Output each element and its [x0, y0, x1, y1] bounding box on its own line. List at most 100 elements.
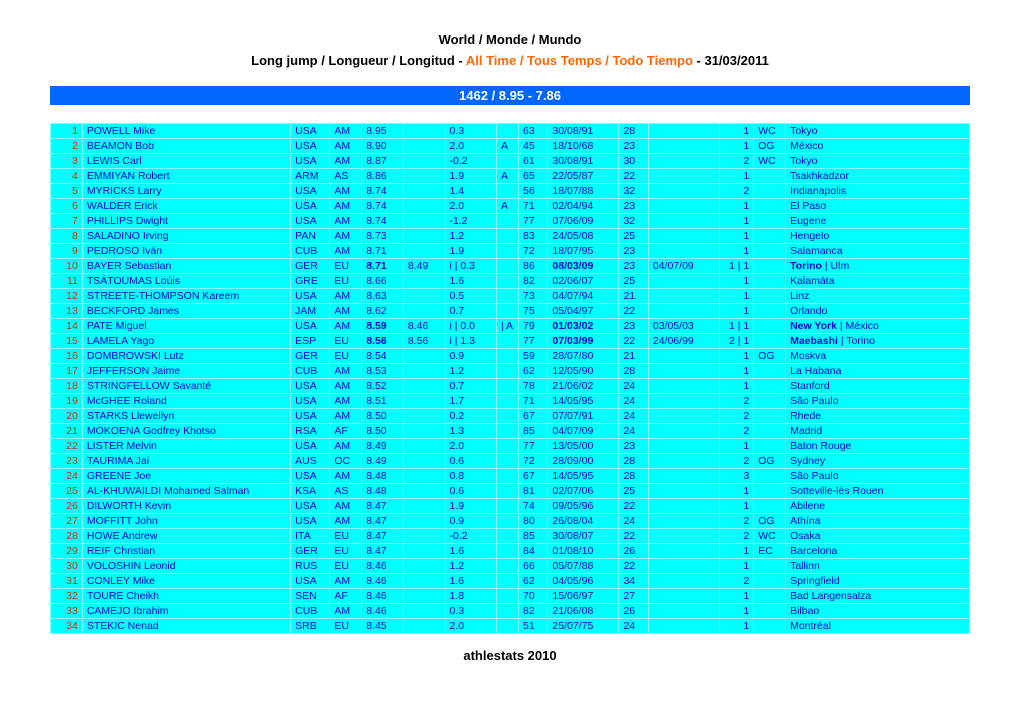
cell-nat: USA — [291, 378, 330, 393]
cell-date: 28/09/00 — [548, 453, 619, 468]
cell-rank: 34 — [51, 618, 83, 633]
cell-pos: 1 — [719, 363, 753, 378]
cell-date2 — [648, 213, 719, 228]
cell-cat — [754, 273, 786, 288]
cell-mark: 8.47 — [362, 513, 404, 528]
cell-yob: 56 — [519, 183, 548, 198]
cell-flag — [496, 528, 518, 543]
cell-venue: Barcelona — [786, 543, 970, 558]
cell-date: 25/07/75 — [548, 618, 619, 633]
cell-cat — [754, 423, 786, 438]
cell-flag — [496, 588, 518, 603]
summary-bar: 1462 / 8.95 - 7.86 — [50, 86, 970, 105]
cell-venue: Montréal — [786, 618, 970, 633]
cell-cat — [754, 588, 786, 603]
cell-rank: 24 — [51, 468, 83, 483]
cell-date: 07/06/09 — [548, 213, 619, 228]
cell-age: 24 — [619, 513, 648, 528]
table-row: 13BECKFORD JamesJAMAM8.620.77505/04/9722… — [51, 303, 970, 318]
cell-area: AS — [330, 483, 362, 498]
table-row: 20STARKS LlewellynUSAAM8.500.26707/07/91… — [51, 408, 970, 423]
cell-rank: 8 — [51, 228, 83, 243]
cell-wind: 1.7 — [445, 393, 496, 408]
cell-yob: 61 — [519, 153, 548, 168]
cell-pos: 1 — [719, 603, 753, 618]
cell-area: EU — [330, 333, 362, 348]
cell-nat: GRE — [291, 273, 330, 288]
table-row: 31CONLEY MikeUSAAM8.461.66204/05/96342Sp… — [51, 573, 970, 588]
cell-venue: São Paulo — [786, 393, 970, 408]
cell-rank: 31 — [51, 573, 83, 588]
cell-date: 13/05/00 — [548, 438, 619, 453]
cell-mark2 — [403, 468, 445, 483]
cell-mark: 8.73 — [362, 228, 404, 243]
cell-flag — [496, 153, 518, 168]
cell-mark: 8.50 — [362, 423, 404, 438]
cell-mark: 8.74 — [362, 198, 404, 213]
cell-nat: USA — [291, 318, 330, 333]
cell-rank: 26 — [51, 498, 83, 513]
cell-wind: i | 1.3 — [445, 333, 496, 348]
cell-mark: 8.46 — [362, 573, 404, 588]
cell-yob: 59 — [519, 348, 548, 363]
cell-yob: 65 — [519, 168, 548, 183]
table-row: 28HOWE AndrewITAEU8.47-0.28530/08/07222W… — [51, 528, 970, 543]
header-line1: World / Monde / Mundo — [50, 30, 970, 51]
header-line2: Long jump / Longueur / Longitud - All Ti… — [50, 51, 970, 72]
cell-yob: 71 — [519, 393, 548, 408]
cell-yob: 77 — [519, 213, 548, 228]
cell-wind: 0.6 — [445, 453, 496, 468]
cell-age: 32 — [619, 183, 648, 198]
table-row: 19McGHEE RolandUSAAM8.511.77114/05/95242… — [51, 393, 970, 408]
cell-age: 25 — [619, 483, 648, 498]
cell-yob: 67 — [519, 408, 548, 423]
cell-date: 05/04/97 — [548, 303, 619, 318]
cell-flag — [496, 288, 518, 303]
cell-date: 21/06/08 — [548, 603, 619, 618]
cell-nat: USA — [291, 138, 330, 153]
table-row: 4EMMIYAN RobertARMAS8.861.9A6522/05/8722… — [51, 168, 970, 183]
cell-cat: OG — [754, 348, 786, 363]
table-row: 9PEDROSO IvánCUBAM8.711.97218/07/95231Sa… — [51, 243, 970, 258]
cell-venue: La Habana — [786, 363, 970, 378]
cell-venue: Maebashi | Torino — [786, 333, 970, 348]
cell-venue: Bilbao — [786, 603, 970, 618]
cell-area: EU — [330, 258, 362, 273]
cell-pos: 1 — [719, 198, 753, 213]
cell-name: TAURIMA Jai — [82, 453, 290, 468]
cell-wind: 1.2 — [445, 558, 496, 573]
cell-pos: 3 — [719, 468, 753, 483]
cell-mark: 8.48 — [362, 468, 404, 483]
cell-wind: -1.2 — [445, 213, 496, 228]
cell-date2 — [648, 408, 719, 423]
cell-rank: 30 — [51, 558, 83, 573]
cell-flag: A — [496, 168, 518, 183]
cell-flag — [496, 303, 518, 318]
cell-area: AM — [330, 393, 362, 408]
cell-flag: A — [496, 138, 518, 153]
cell-mark: 8.49 — [362, 453, 404, 468]
cell-flag — [496, 123, 518, 138]
cell-mark2 — [403, 288, 445, 303]
cell-yob: 77 — [519, 333, 548, 348]
cell-date: 18/10/68 — [548, 138, 619, 153]
cell-venue: Sotteville-lès Rouen — [786, 483, 970, 498]
cell-name: TSÁTOUMAS Loúis — [82, 273, 290, 288]
cell-date: 28/07/80 — [548, 348, 619, 363]
cell-wind: 1.9 — [445, 498, 496, 513]
cell-date: 08/03/09 — [548, 258, 619, 273]
cell-age: 28 — [619, 468, 648, 483]
table-row: 15LAMELA YagoESPEU8.568.56i | 1.37707/03… — [51, 333, 970, 348]
cell-date2 — [648, 453, 719, 468]
cell-nat: ESP — [291, 333, 330, 348]
cell-flag — [496, 408, 518, 423]
cell-date2 — [648, 138, 719, 153]
cell-rank: 20 — [51, 408, 83, 423]
cell-pos: 1 — [719, 543, 753, 558]
cell-nat: GER — [291, 348, 330, 363]
cell-area: AF — [330, 423, 362, 438]
cell-area: AS — [330, 168, 362, 183]
cell-rank: 27 — [51, 513, 83, 528]
cell-wind: 1.9 — [445, 243, 496, 258]
cell-date: 24/05/08 — [548, 228, 619, 243]
